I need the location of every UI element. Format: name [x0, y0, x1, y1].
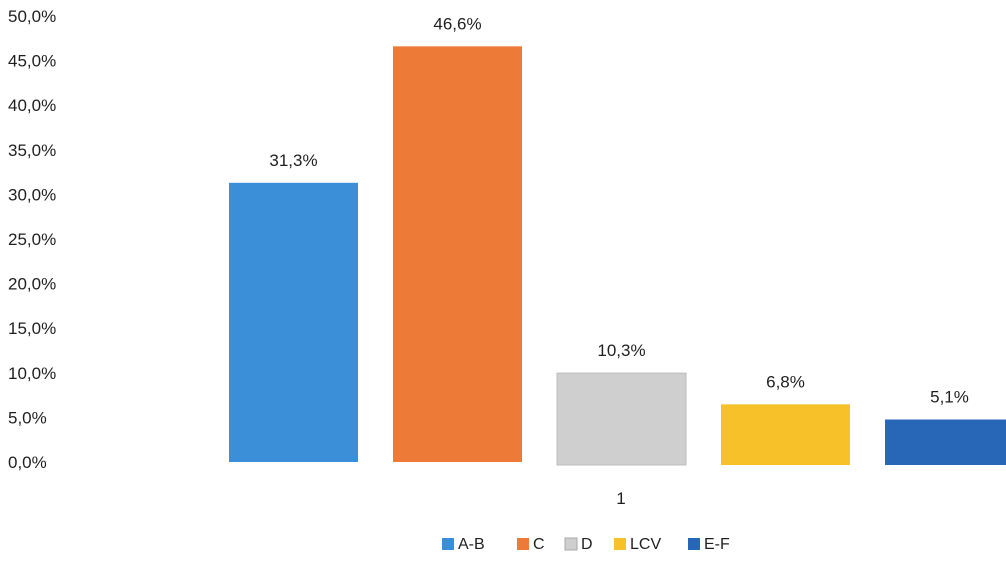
legend: A-B C D LCV E-F	[442, 536, 730, 553]
data-label-e-f: 5,1%	[930, 388, 969, 407]
y-tick-label: 0,0%	[8, 453, 47, 472]
data-labels: 31,3% 46,6% 10,3% 6,8% 5,1%	[269, 14, 968, 406]
legend-label-e-f: E-F	[704, 536, 730, 553]
legend-label-a-b: A-B	[458, 536, 485, 553]
y-tick-label: 25,0%	[8, 230, 56, 249]
y-tick-label: 45,0%	[8, 52, 56, 71]
legend-swatch-a-b	[442, 538, 454, 550]
bar-a-b	[229, 182, 358, 462]
x-category-label: 1	[616, 489, 625, 508]
y-tick-label: 35,0%	[8, 141, 56, 160]
bars	[229, 46, 1006, 466]
data-label-d: 10,3%	[597, 341, 645, 360]
data-label-c: 46,6%	[433, 14, 481, 33]
bar-e-f	[885, 419, 1006, 465]
legend-label-lcv: LCV	[630, 536, 661, 553]
y-tick-label: 10,0%	[8, 364, 56, 383]
legend-swatch-e-f	[688, 538, 700, 550]
bar-d	[556, 372, 687, 466]
legend-swatch-c	[517, 538, 529, 550]
bar-c	[393, 46, 522, 462]
legend-label-c: C	[533, 536, 545, 553]
y-tick-label: 40,0%	[8, 96, 56, 115]
legend-swatch-d	[564, 537, 578, 551]
legend-swatch-lcv	[614, 538, 626, 550]
bar-lcv	[721, 404, 850, 465]
y-tick-label: 5,0%	[8, 408, 47, 427]
x-axis: 1	[616, 489, 625, 508]
y-tick-label: 50,0%	[8, 7, 56, 26]
data-label-lcv: 6,8%	[766, 372, 805, 391]
legend-label-d: D	[581, 536, 593, 553]
data-label-a-b: 31,3%	[269, 151, 317, 170]
y-tick-label: 20,0%	[8, 275, 56, 294]
y-tick-label: 30,0%	[8, 185, 56, 204]
y-axis: 0,0% 5,0% 10,0% 15,0% 20,0% 25,0% 30,0% 35,0% 40…	[8, 7, 56, 472]
y-tick-label: 15,0%	[8, 319, 56, 338]
